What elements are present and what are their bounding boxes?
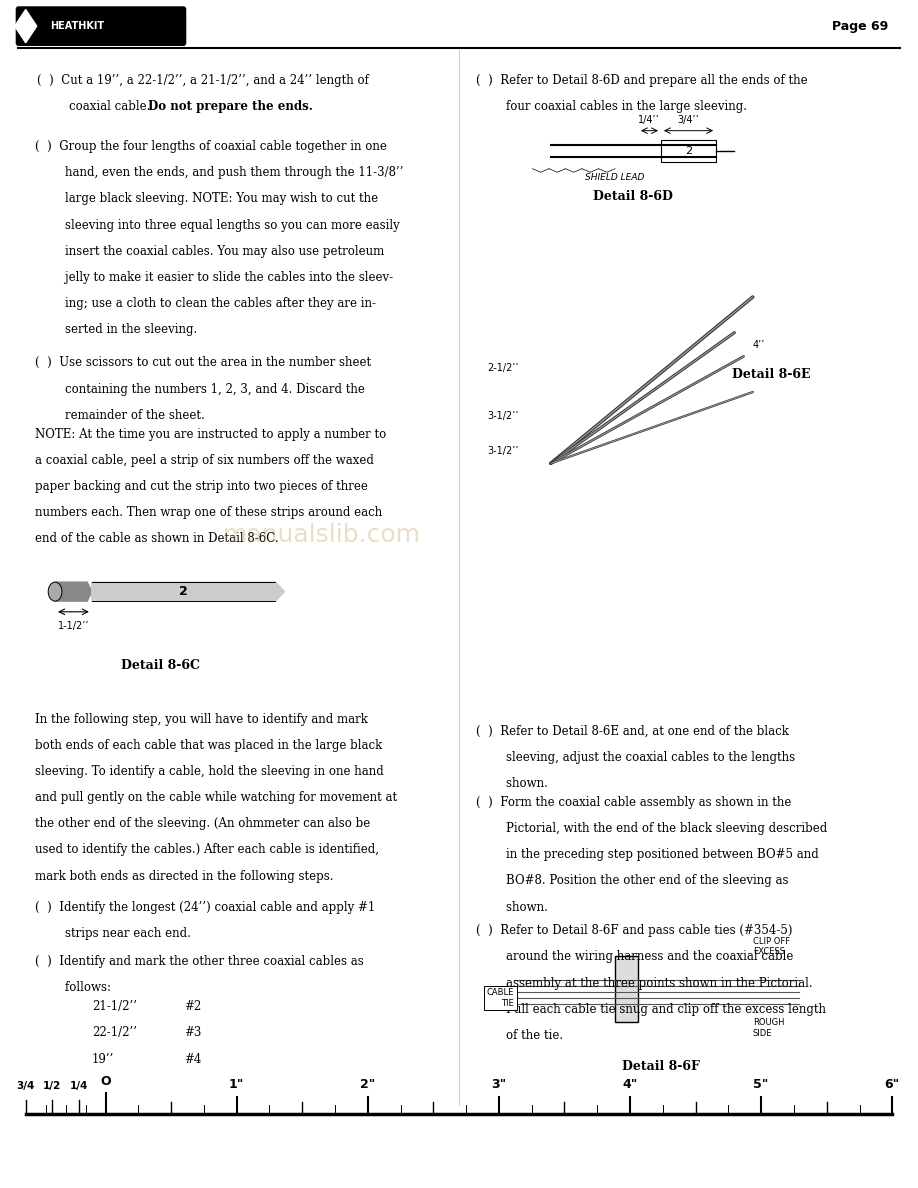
Text: sleeving, adjust the coaxial cables to the lengths: sleeving, adjust the coaxial cables to t… [476, 751, 795, 764]
Text: shown.: shown. [476, 901, 547, 914]
Ellipse shape [48, 582, 62, 601]
Text: numbers each. Then wrap one of these strips around each: numbers each. Then wrap one of these str… [35, 506, 382, 519]
Text: 19’’: 19’’ [92, 1053, 114, 1066]
Text: #3: #3 [184, 1026, 201, 1040]
FancyBboxPatch shape [17, 7, 185, 45]
Text: manualslib.com: manualslib.com [222, 523, 420, 546]
Text: 1/4’’: 1/4’’ [638, 115, 660, 125]
Text: a coaxial cable, peel a strip of six numbers off the waxed: a coaxial cable, peel a strip of six num… [35, 454, 374, 467]
Text: (  )  Refer to Detail 8-6D and prepare all the ends of the: ( ) Refer to Detail 8-6D and prepare all… [476, 74, 807, 87]
Text: In the following step, you will have to identify and mark: In the following step, you will have to … [35, 713, 368, 726]
Text: 22-1/2’’: 22-1/2’’ [92, 1026, 137, 1040]
Text: CLIP OFF
EXCESS: CLIP OFF EXCESS [753, 937, 789, 956]
Text: (  )  Refer to Detail 8-6F and pass cable ties (#354-5): ( ) Refer to Detail 8-6F and pass cable … [476, 924, 792, 937]
Polygon shape [92, 582, 285, 601]
Text: the other end of the sleeving. (An ohmmeter can also be: the other end of the sleeving. (An ohmme… [35, 817, 370, 830]
Text: SHIELD LEAD: SHIELD LEAD [586, 173, 644, 183]
Text: 1": 1" [229, 1078, 244, 1091]
Text: serted in the sleeving.: serted in the sleeving. [35, 323, 197, 336]
Text: sleeving into three equal lengths so you can more easily: sleeving into three equal lengths so you… [35, 219, 399, 232]
Bar [615, 956, 638, 1022]
Text: #4: #4 [184, 1053, 201, 1066]
Text: 2: 2 [685, 146, 692, 156]
Text: 1/4: 1/4 [70, 1081, 88, 1091]
Text: paper backing and cut the strip into two pieces of three: paper backing and cut the strip into two… [35, 480, 368, 493]
Polygon shape [15, 10, 37, 43]
Text: Pictorial, with the end of the black sleeving described: Pictorial, with the end of the black sle… [476, 822, 827, 835]
Text: HEATHKIT: HEATHKIT [50, 21, 105, 31]
Text: CABLE
TIE: CABLE TIE [487, 988, 514, 1007]
Text: around the wiring harness and the coaxial cable: around the wiring harness and the coaxia… [476, 950, 793, 963]
Text: in the preceding step positioned between BO#5 and: in the preceding step positioned between… [476, 848, 818, 861]
Text: 2: 2 [179, 586, 188, 598]
Text: 21-1/2’’: 21-1/2’’ [92, 1000, 137, 1013]
Text: BO#8. Position the other end of the sleeving as: BO#8. Position the other end of the slee… [476, 874, 788, 887]
Text: Do not prepare the ends.: Do not prepare the ends. [148, 100, 313, 113]
Text: 2-1/2’’: 2-1/2’’ [487, 364, 519, 373]
Text: (  )  Identify and mark the other three coaxial cables as: ( ) Identify and mark the other three co… [35, 955, 364, 968]
Text: shown.: shown. [476, 777, 547, 790]
Text: insert the coaxial cables. You may also use petroleum: insert the coaxial cables. You may also … [35, 245, 384, 258]
Text: O: O [100, 1075, 111, 1088]
Text: end of the cable as shown in Detail 8-6C.: end of the cable as shown in Detail 8-6C… [35, 532, 278, 545]
Text: 6": 6" [885, 1078, 900, 1091]
Text: assembly at the three points shown in the Pictorial.: assembly at the three points shown in th… [476, 977, 812, 990]
Text: ing; use a cloth to clean the cables after they are in-: ing; use a cloth to clean the cables aft… [35, 297, 375, 310]
Text: 3/4’’: 3/4’’ [677, 115, 700, 125]
Text: coaxial cable.: coaxial cable. [69, 100, 154, 113]
Text: 3": 3" [491, 1078, 507, 1091]
Text: Detail 8-6D: Detail 8-6D [593, 190, 674, 203]
Text: both ends of each cable that was placed in the large black: both ends of each cable that was placed … [35, 739, 382, 752]
Text: NOTE: At the time you are instructed to apply a number to: NOTE: At the time you are instructed to … [35, 428, 386, 441]
Text: 1-1/2’’: 1-1/2’’ [58, 621, 89, 631]
FancyBboxPatch shape [661, 140, 716, 162]
Text: jelly to make it easier to slide the cables into the sleev-: jelly to make it easier to slide the cab… [35, 271, 393, 284]
Text: #2: #2 [184, 1000, 201, 1013]
Text: four coaxial cables in the large sleeving.: four coaxial cables in the large sleevin… [476, 100, 746, 113]
Text: 2": 2" [360, 1078, 375, 1091]
Text: containing the numbers 1, 2, 3, and 4. Discard the: containing the numbers 1, 2, 3, and 4. D… [35, 383, 364, 396]
Text: Pull each cable tie snug and clip off the excess length: Pull each cable tie snug and clip off th… [476, 1003, 825, 1016]
Text: remainder of the sheet.: remainder of the sheet. [35, 409, 205, 422]
Text: strips near each end.: strips near each end. [35, 927, 191, 940]
Text: mark both ends as directed in the following steps.: mark both ends as directed in the follow… [35, 870, 333, 883]
Text: (  )  Form the coaxial cable assembly as shown in the: ( ) Form the coaxial cable assembly as s… [476, 796, 791, 809]
Text: large black sleeving. NOTE: You may wish to cut the: large black sleeving. NOTE: You may wish… [35, 192, 378, 206]
Text: 3-1/2’’: 3-1/2’’ [487, 411, 519, 421]
Text: 3-1/2’’: 3-1/2’’ [487, 447, 519, 456]
Text: follows:: follows: [35, 981, 111, 994]
Text: (  )  Refer to Detail 8-6E and, at one end of the black: ( ) Refer to Detail 8-6E and, at one end… [476, 725, 789, 738]
Polygon shape [55, 582, 92, 601]
Text: 1/2: 1/2 [43, 1081, 62, 1091]
Text: (  )  Cut a 19’’, a 22-1/2’’, a 21-1/2’’, and a 24’’ length of: ( ) Cut a 19’’, a 22-1/2’’, a 21-1/2’’, … [37, 74, 369, 87]
Text: Page 69: Page 69 [833, 20, 889, 32]
Text: 5": 5" [754, 1078, 769, 1091]
Text: (  )  Identify the longest (24’’) coaxial cable and apply #1: ( ) Identify the longest (24’’) coaxial … [35, 901, 375, 914]
Text: (  )  Group the four lengths of coaxial cable together in one: ( ) Group the four lengths of coaxial ca… [35, 140, 386, 153]
Text: used to identify the cables.) After each cable is identified,: used to identify the cables.) After each… [35, 843, 379, 857]
Text: 3/4: 3/4 [17, 1081, 35, 1091]
Text: Detail 8-6F: Detail 8-6F [622, 1060, 700, 1073]
Text: hand, even the ends, and push them through the 11-3/8’’: hand, even the ends, and push them throu… [35, 166, 403, 179]
Text: (  )  Use scissors to cut out the area in the number sheet: ( ) Use scissors to cut out the area in … [35, 356, 371, 369]
Text: sleeving. To identify a cable, hold the sleeving in one hand: sleeving. To identify a cable, hold the … [35, 765, 384, 778]
Text: and pull gently on the cable while watching for movement at: and pull gently on the cable while watch… [35, 791, 397, 804]
Text: Detail 8-6C: Detail 8-6C [121, 659, 200, 672]
Text: 4’’: 4’’ [753, 340, 765, 349]
Text: 4": 4" [622, 1078, 638, 1091]
Text: of the tie.: of the tie. [476, 1029, 563, 1042]
Text: ROUGH
SIDE: ROUGH SIDE [753, 1018, 784, 1037]
Text: Detail 8-6E: Detail 8-6E [732, 368, 811, 381]
